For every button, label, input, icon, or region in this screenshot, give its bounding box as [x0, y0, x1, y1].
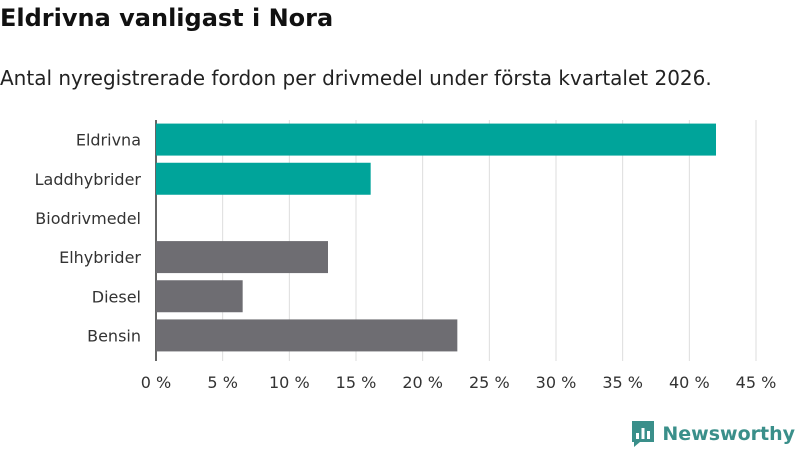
bar-bensin — [156, 319, 458, 352]
x-tick-label: 20 % — [402, 373, 443, 392]
brand-name: Newsworthy — [662, 423, 795, 445]
bar-diesel — [156, 280, 243, 313]
bar-laddhybrider — [156, 162, 371, 195]
x-axis-ticks: 0 % 5 % 10 % 15 % 20 % 25 % 30 % 35 % 40 % 45 % — [141, 373, 777, 392]
x-tick-label: 15 % — [336, 373, 377, 392]
chart-title: Eldrivna vanligast i Nora — [0, 4, 334, 32]
category-label: Laddhybrider — [35, 170, 142, 189]
x-tick-label: 10 % — [269, 373, 310, 392]
bar-elhybrider — [156, 241, 328, 274]
bar-eldrivna — [156, 123, 716, 156]
category-label: Bensin — [87, 326, 141, 345]
bar-chart: Eldrivna Laddhybrider Biodrivmedel Elhybrid… — [35, 120, 777, 392]
category-label: Elhybrider — [59, 248, 141, 267]
category-labels: Eldrivna Laddhybrider Biodrivmedel Elhybrid… — [35, 131, 142, 346]
x-tick-label: 35 % — [602, 373, 643, 392]
x-tick-label: 25 % — [469, 373, 510, 392]
bars — [156, 123, 716, 352]
category-label: Diesel — [92, 287, 141, 306]
x-tick-label: 45 % — [736, 373, 777, 392]
category-label: Eldrivna — [76, 131, 141, 150]
category-label: Biodrivmedel — [35, 209, 141, 228]
x-tick-label: 0 % — [141, 373, 171, 392]
x-tick-label: 30 % — [536, 373, 577, 392]
x-tick-label: 40 % — [669, 373, 710, 392]
newsworthy-brand: Newsworthy — [630, 419, 795, 449]
x-tick-label: 5 % — [207, 373, 237, 392]
newsworthy-logo-icon — [632, 421, 655, 447]
chart-subtitle: Antal nyregistrerade fordon per drivmede… — [0, 66, 712, 90]
